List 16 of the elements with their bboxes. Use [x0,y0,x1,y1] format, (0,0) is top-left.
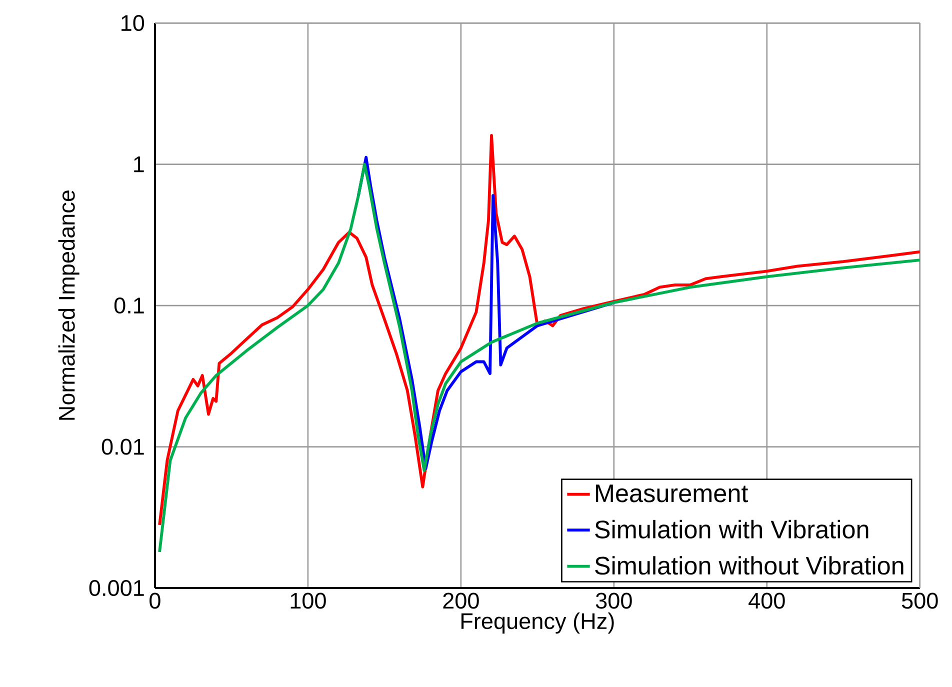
x-tick-label: 300 [596,592,632,609]
legend-label: Simulation without Vibration [595,556,904,575]
y-tick-label: 10 [122,15,144,32]
y-tick-label: 0.1 [114,298,144,314]
x-axis-title: Frequency (Hz) [461,612,614,634]
legend-label: Simulation with Vibration [595,520,868,538]
y-tick-label: 1 [134,156,144,172]
legend-label: Measurement [596,484,748,502]
x-tick-label: 200 [443,592,479,609]
y-axis-title: Normalized Impedance [58,190,80,420]
y-tick-label: 0.01 [102,438,144,455]
x-tick-label: 0 [150,592,160,609]
y-tick-label: 0.001 [89,580,144,596]
x-tick-label: 100 [290,592,326,609]
x-tick-label: 400 [748,592,785,609]
x-tick-label: 500 [902,592,938,609]
